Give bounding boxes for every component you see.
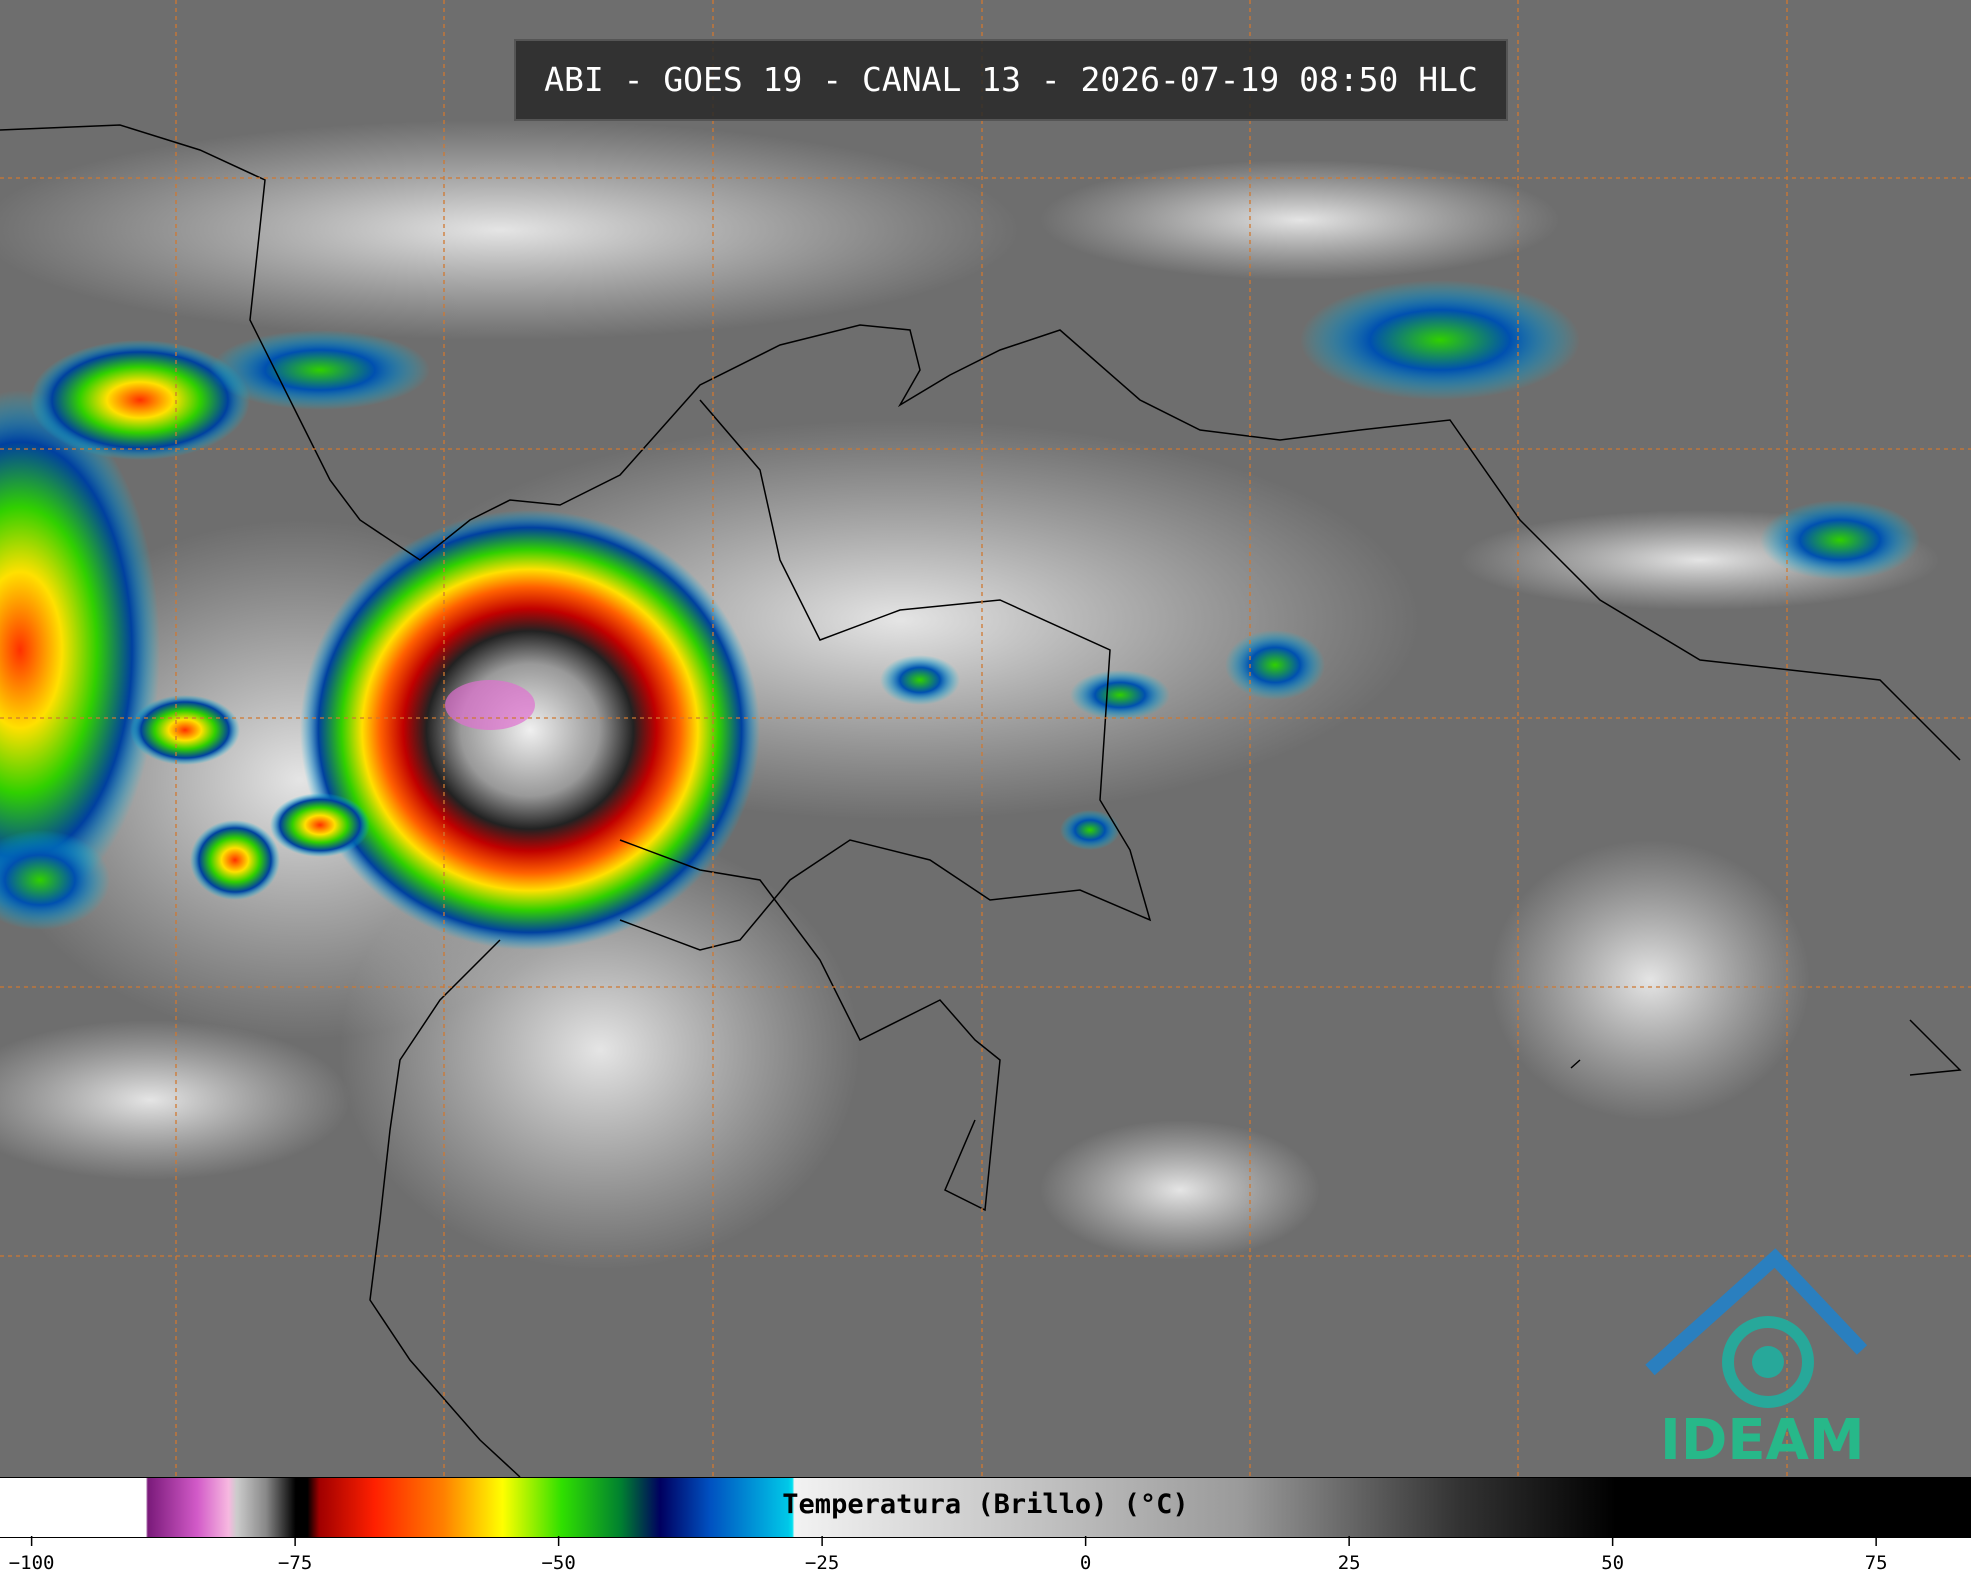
tick-label: −50 bbox=[541, 1552, 575, 1574]
tick-label: 75 bbox=[1865, 1552, 1888, 1574]
ideam-logo-mark bbox=[1645, 1248, 1868, 1408]
tick-label: 50 bbox=[1601, 1552, 1624, 1574]
coastlines bbox=[0, 124, 1962, 1477]
convection bbox=[0, 280, 1920, 950]
tick-label: 0 bbox=[1080, 1552, 1091, 1574]
map-title: ABI - GOES 19 - CANAL 13 - 2026-07-19 08… bbox=[514, 39, 1508, 121]
logo-text: IDEAM bbox=[1660, 1408, 1865, 1473]
colorbar-axis: −100 −75 −50 −25 0 25 50 75 bbox=[9, 1536, 1888, 1574]
colorbar bbox=[0, 1477, 1971, 1538]
tick-label: −75 bbox=[278, 1552, 312, 1574]
graticule bbox=[0, 0, 1971, 1477]
tick-label: −25 bbox=[805, 1552, 839, 1574]
satellite-map bbox=[0, 0, 1971, 1477]
colorbar-label: Temperatura (Brillo) (°C) bbox=[782, 1489, 1189, 1520]
tick-label: −100 bbox=[9, 1552, 55, 1574]
tick-label: 25 bbox=[1338, 1552, 1361, 1574]
